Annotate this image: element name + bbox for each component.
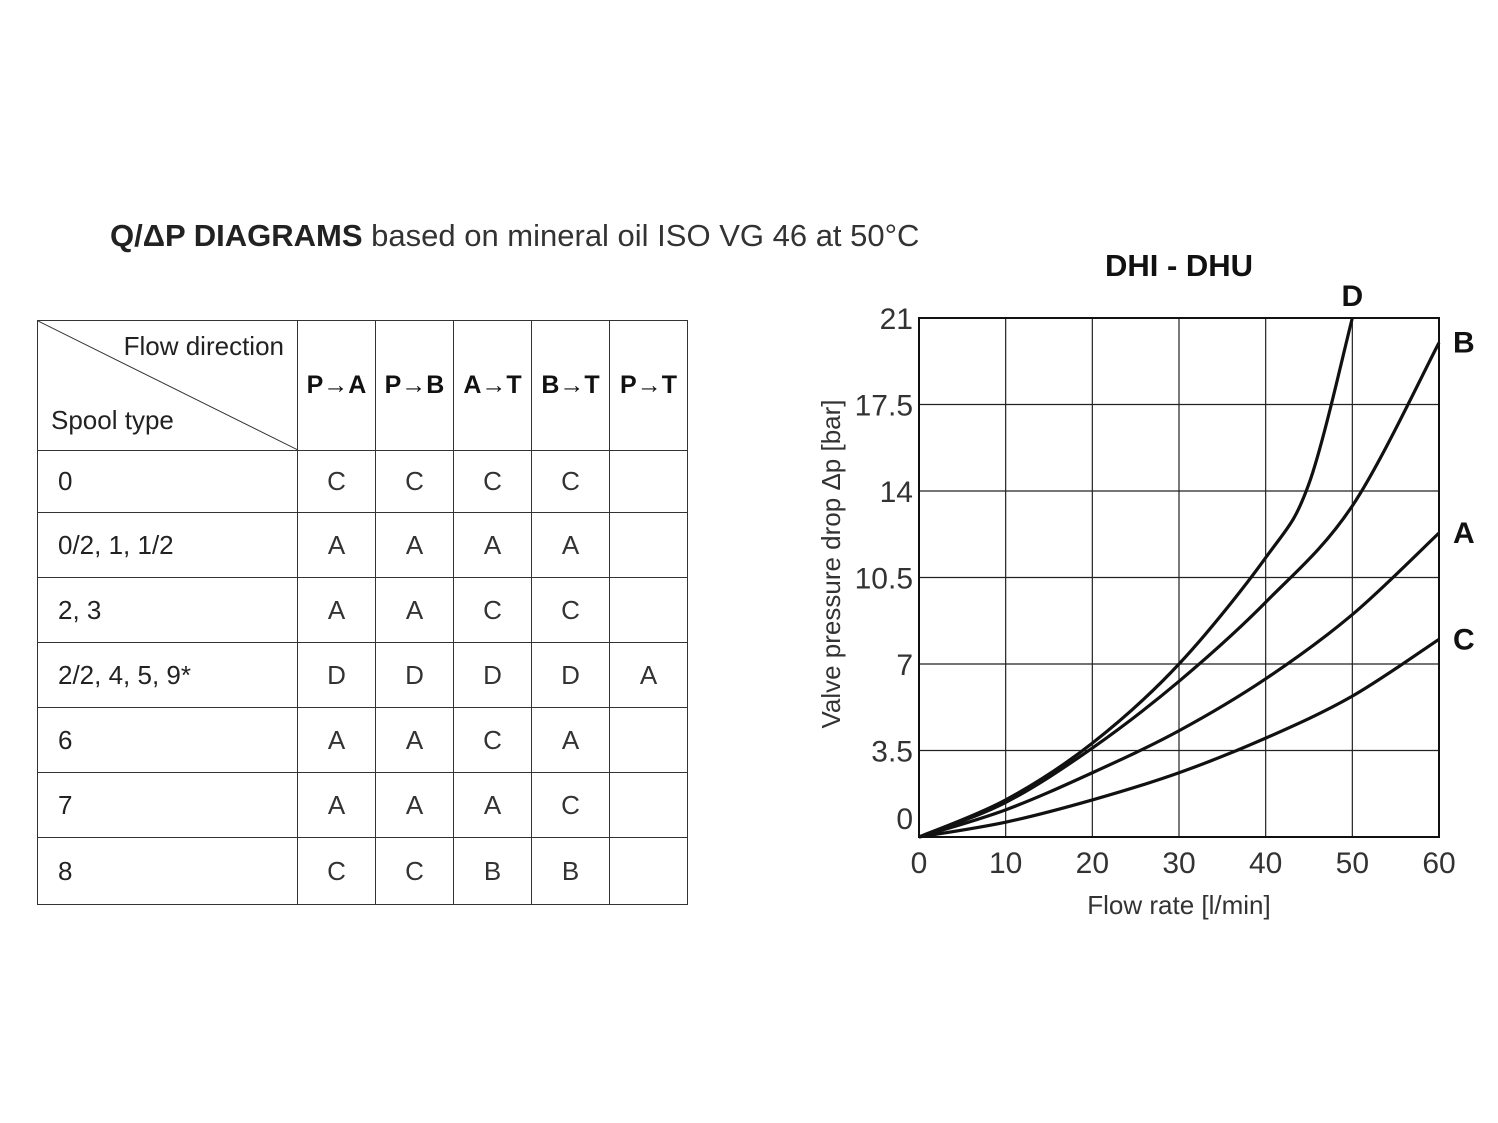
x-tick-label: 50 <box>1336 847 1369 880</box>
x-tick-label: 60 <box>1422 847 1455 880</box>
x-tick-label: 20 <box>1076 847 1109 880</box>
column-header: P→T <box>609 320 688 451</box>
y-tick-label: 7 <box>896 649 913 682</box>
value-cell: A <box>375 512 454 578</box>
value-cell: A <box>297 707 376 773</box>
corner-diagonal <box>38 321 298 450</box>
table-row: 2, 3 A A C C <box>37 577 688 643</box>
column-header: P→B <box>375 320 454 451</box>
value-cell: B <box>531 837 610 905</box>
value-cell: D <box>453 642 532 708</box>
y-tick-label: 0 <box>896 803 913 836</box>
y-tick-label: 21 <box>880 303 913 336</box>
x-tick-label: 40 <box>1249 847 1282 880</box>
table-row: 2/2, 4, 5, 9* D D D D A <box>37 642 688 708</box>
value-cell: C <box>453 577 532 643</box>
value-cell: D <box>375 642 454 708</box>
x-tick-label: 30 <box>1162 847 1195 880</box>
value-cell <box>609 450 688 513</box>
table-row: 6 A A C A <box>37 707 688 773</box>
series-line-c <box>918 637 1440 839</box>
value-cell: A <box>531 707 610 773</box>
spool-table: Flow direction Spool type P→A P→B A→T B→… <box>37 320 688 905</box>
x-tick-label: 10 <box>989 847 1022 880</box>
value-cell <box>609 707 688 773</box>
spool-cell: 7 <box>37 772 298 838</box>
value-cell: B <box>453 837 532 905</box>
value-cell: A <box>297 772 376 838</box>
table-row: 8 C C B B <box>37 837 688 905</box>
value-cell: C <box>375 837 454 905</box>
x-axis-label: Flow rate [l/min] <box>1087 890 1271 920</box>
y-tick-label: 17.5 <box>855 390 913 423</box>
value-cell: C <box>531 577 610 643</box>
y-tick-label: 10.5 <box>855 563 913 596</box>
flow-direction-label: Flow direction <box>123 331 284 361</box>
value-cell: A <box>375 772 454 838</box>
series-line-a <box>918 531 1441 839</box>
value-cell <box>609 512 688 578</box>
spool-type-label: Spool type <box>51 405 174 435</box>
chart-ticks: 0 10 20 30 40 50 60 0 3.5 7 10.5 14 17.5 21 <box>855 303 1456 880</box>
spool-cell: 2/2, 4, 5, 9* <box>37 642 298 708</box>
value-cell: C <box>453 707 532 773</box>
y-tick-label: 3.5 <box>871 736 913 769</box>
value-cell: A <box>453 772 532 838</box>
spool-cell: 0 <box>37 450 298 513</box>
series-line-d <box>918 317 1354 839</box>
chart-grid <box>918 317 1440 838</box>
column-header: A→T <box>453 320 532 451</box>
series-label-d: D <box>1341 280 1363 313</box>
chart-title: DHI - DHU <box>1105 248 1253 283</box>
column-header: B→T <box>531 320 610 451</box>
series-label-a: A <box>1453 517 1475 550</box>
value-cell: C <box>375 450 454 513</box>
value-cell: C <box>531 450 610 513</box>
value-cell <box>609 837 688 905</box>
spool-cell: 0/2, 1, 1/2 <box>37 512 298 578</box>
value-cell: D <box>297 642 376 708</box>
value-cell: A <box>375 707 454 773</box>
table-row: 7 A A A C <box>37 772 688 838</box>
value-cell: A <box>609 642 688 708</box>
heading-rest: based on mineral oil ISO VG 46 at 50°C <box>362 218 920 253</box>
value-cell <box>609 772 688 838</box>
value-cell: A <box>531 512 610 578</box>
table-corner-cell: Flow direction Spool type <box>37 320 298 451</box>
series-label-b: B <box>1453 327 1475 360</box>
y-tick-label: 14 <box>880 476 913 509</box>
table-row: 0/2, 1, 1/2 A A A A <box>37 512 688 578</box>
column-header: P→A <box>297 320 376 451</box>
value-cell: A <box>297 577 376 643</box>
spool-cell: 8 <box>37 837 298 905</box>
series-label-c: C <box>1453 623 1475 656</box>
x-tick-label: 0 <box>911 847 928 880</box>
value-cell <box>609 577 688 643</box>
table-row: 0 C C C C <box>37 450 688 513</box>
series-line-b <box>918 341 1441 839</box>
y-axis-label: Valve pressure drop Δp [bar] <box>816 399 846 728</box>
plot-frame <box>918 317 1440 838</box>
page-heading: Q/ΔP DIAGRAMS based on mineral oil ISO V… <box>110 218 919 254</box>
value-cell: C <box>297 450 376 513</box>
spool-cell: 2, 3 <box>37 577 298 643</box>
chart-curves: D B A C <box>918 280 1475 839</box>
heading-bold: Q/ΔP DIAGRAMS <box>110 218 363 253</box>
